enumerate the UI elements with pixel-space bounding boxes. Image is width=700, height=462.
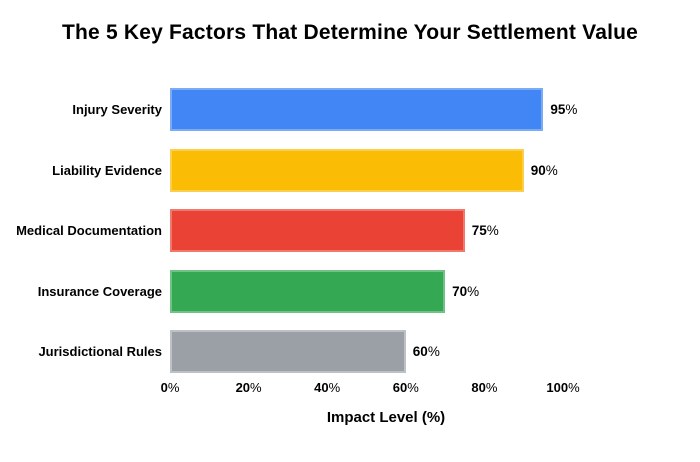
value-label: 75% [471, 223, 499, 238]
value-label: 70% [452, 283, 480, 299]
x-tick-label: 80% [471, 380, 498, 395]
bar-row: Liability Evidence 90% [0, 148, 700, 192]
category-label: Jurisdictional Rules [38, 344, 162, 359]
bar [170, 209, 465, 252]
value-label: 90% [530, 162, 558, 178]
bar-row: Jurisdictional Rules 60% [0, 330, 700, 373]
x-tick-label: 0% [160, 380, 180, 395]
category-label: Liability Evidence [52, 162, 162, 178]
bar-row: Injury Severity 95% [0, 88, 700, 131]
x-tick-label: 40% [314, 380, 341, 395]
value-label: 60% [412, 344, 440, 359]
bar [170, 148, 524, 192]
bar-row: Medical Documentation 75% [0, 209, 700, 252]
value-label: 95% [550, 102, 578, 117]
x-tick-label: 60% [392, 380, 419, 395]
category-label: Medical Documentation [16, 223, 162, 238]
category-label: Injury Severity [72, 102, 162, 117]
bar [170, 269, 446, 313]
bar-row: Insurance Coverage 70% [0, 269, 700, 313]
bar [170, 330, 406, 373]
x-axis-label: Impact Level (%) [326, 409, 446, 426]
x-tick-label: 20% [235, 380, 262, 395]
x-tick-label: 100% [546, 380, 580, 395]
chart-title: The 5 Key Factors That Determine Your Se… [61, 21, 639, 44]
bar [170, 88, 544, 131]
category-label: Insurance Coverage [37, 283, 162, 299]
